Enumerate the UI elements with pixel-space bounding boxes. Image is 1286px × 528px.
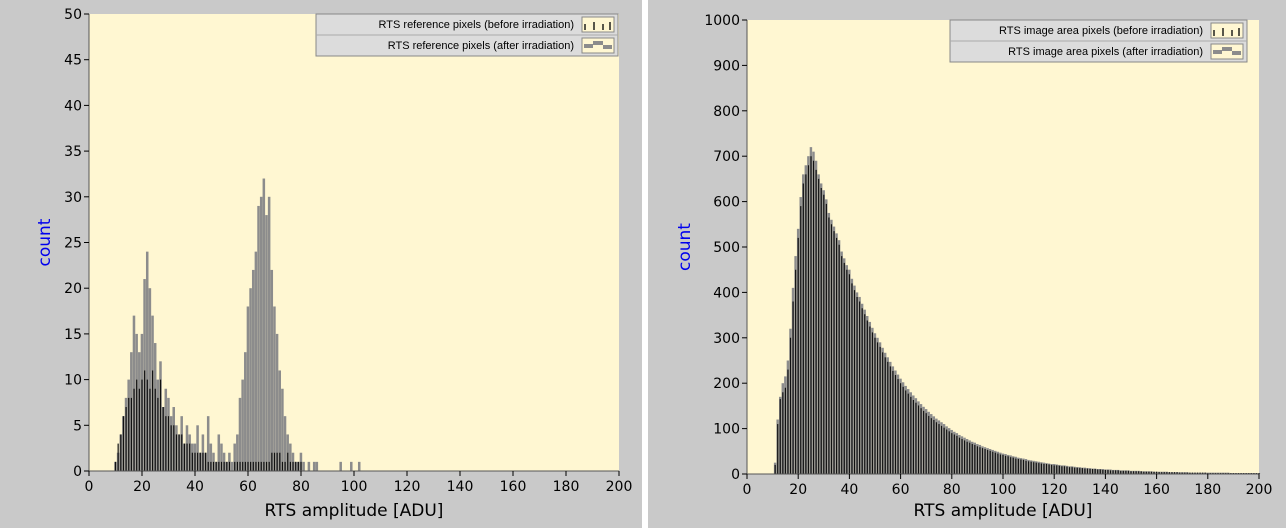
y-tick-label: 300 xyxy=(713,331,740,347)
legend-label-after: RTS image area pixels (after irradiation… xyxy=(1008,46,1203,58)
x-tick-label: 160 xyxy=(1143,482,1170,498)
y-tick-label: 35 xyxy=(64,144,82,160)
left-chart-panel: 0 20 40 60 80 100 120 140 160 180 200 0 5 10 15 20 25 30 3… xyxy=(0,0,642,528)
bar-after-irradiation xyxy=(273,306,276,471)
bar-after-irradiation xyxy=(254,251,258,471)
y-tick-label: 20 xyxy=(64,281,82,297)
y-tick-label: 0 xyxy=(731,467,740,483)
y-tick-label: 0 xyxy=(73,464,82,480)
bar-after-irradiation xyxy=(278,370,281,471)
bar-after-irradiation xyxy=(249,288,252,471)
x-tick-label: 100 xyxy=(341,479,368,495)
x-tick-label: 200 xyxy=(606,479,633,495)
x-tick-label: 100 xyxy=(990,482,1017,498)
x-tick-label: 60 xyxy=(239,479,257,495)
bar-after-irradiation xyxy=(312,461,316,471)
bar-after-irradiation xyxy=(315,461,319,471)
x-axis-title: RTS amplitude [ADU] xyxy=(265,501,444,521)
x-tick-label: 160 xyxy=(500,479,527,495)
bar-after-irradiation xyxy=(196,425,199,471)
bar-after-irradiation xyxy=(220,443,223,471)
legend-swatch-before xyxy=(1210,22,1244,39)
bar-after-irradiation xyxy=(302,461,305,471)
left-histogram-chart: 0 20 40 60 80 100 120 140 160 180 200 0 5 10 15 20 25 30 3… xyxy=(35,7,633,521)
bar-after-irradiation xyxy=(267,196,271,472)
right-histogram-chart: 0 20 40 60 80 100 120 140 160 180 200 0 100 200 300 400… xyxy=(675,13,1273,521)
y-tick-label: 10 xyxy=(64,373,82,389)
x-tick-label: 80 xyxy=(943,482,961,498)
bar-after-irradiation xyxy=(233,443,236,471)
y-tick-label: 40 xyxy=(64,98,82,114)
y-axis-title: count xyxy=(675,223,695,271)
bar-after-irradiation xyxy=(209,443,213,471)
legend-swatch-before xyxy=(581,16,615,33)
bar-after-irradiation xyxy=(148,288,152,471)
bar-after-irradiation xyxy=(350,461,353,471)
y-tick-label: 45 xyxy=(64,53,82,69)
y-tick-label: 900 xyxy=(713,58,740,74)
x-tick-label: 120 xyxy=(394,479,421,495)
y-tick-label: 200 xyxy=(713,376,740,392)
legend-label-before: RTS reference pixels (before irradiation… xyxy=(379,19,574,31)
bar-after-irradiation xyxy=(281,388,284,471)
legend: RTS image area pixels (before irradiatio… xyxy=(949,19,1248,63)
x-tick-label: 140 xyxy=(1092,482,1119,498)
y-tick-label: 25 xyxy=(64,236,82,252)
y-tick-label: 600 xyxy=(713,195,740,211)
bar-after-irradiation xyxy=(275,333,279,471)
y-tick-label: 400 xyxy=(713,285,740,301)
x-axis-title: RTS amplitude [ADU] xyxy=(914,501,1093,521)
x-tick-label: 20 xyxy=(789,482,807,498)
bar-after-irradiation xyxy=(257,205,260,471)
x-tick-label: 20 xyxy=(133,479,151,495)
legend-label-before: RTS image area pixels (before irradiatio… xyxy=(999,25,1203,37)
y-tick-label: 700 xyxy=(713,149,740,165)
x-tick-label: 180 xyxy=(553,479,580,495)
x-tick-label: 200 xyxy=(1246,482,1273,498)
x-tick-label: 60 xyxy=(892,482,910,498)
y-tick-label: 50 xyxy=(64,7,82,23)
x-tick-label: 0 xyxy=(85,479,94,495)
x-tick-label: 180 xyxy=(1194,482,1221,498)
bar-after-irradiation xyxy=(307,461,311,471)
y-tick-label: 5 xyxy=(73,418,82,434)
x-tick-label: 0 xyxy=(743,482,752,498)
x-tick-label: 80 xyxy=(292,479,310,495)
bar-after-irradiation xyxy=(206,416,210,471)
bar-after-irradiation xyxy=(238,397,242,471)
x-tick-label: 120 xyxy=(1041,482,1068,498)
x-tick-label: 140 xyxy=(447,479,474,495)
bar-after-irradiation xyxy=(270,269,274,471)
plot-area xyxy=(89,14,619,471)
legend: RTS reference pixels (before irradiation… xyxy=(315,13,619,57)
y-axis-title: count xyxy=(35,218,55,266)
bar-after-irradiation xyxy=(241,379,244,471)
legend-swatch-after xyxy=(581,37,615,54)
bar-after-irradiation xyxy=(217,434,221,471)
y-tick-label: 800 xyxy=(713,104,740,120)
y-tick-label: 15 xyxy=(64,327,82,343)
bar-after-irradiation xyxy=(289,443,292,471)
bar-after-irradiation xyxy=(244,352,247,471)
y-tick-label: 100 xyxy=(713,422,740,438)
bar-after-irradiation xyxy=(262,178,266,471)
bar-after-irradiation xyxy=(230,461,234,471)
y-tick-label: 30 xyxy=(64,190,82,206)
bar-after-irradiation xyxy=(265,215,268,471)
y-tick-label: 500 xyxy=(713,240,740,256)
legend-label-after: RTS reference pixels (after irradiation) xyxy=(388,40,574,52)
y-tick-label: 1000 xyxy=(704,13,740,29)
bar-after-irradiation xyxy=(246,306,250,471)
bar-after-irradiation xyxy=(251,269,255,471)
bar-after-irradiation xyxy=(339,461,342,471)
bar-after-irradiation xyxy=(236,434,239,471)
bar-after-irradiation xyxy=(357,461,361,471)
bar-after-irradiation xyxy=(145,251,149,471)
legend-swatch-after xyxy=(1210,43,1244,60)
x-tick-label: 40 xyxy=(186,479,204,495)
bar-after-irradiation xyxy=(259,196,263,472)
bar-after-irradiation xyxy=(283,416,287,471)
x-tick-label: 40 xyxy=(840,482,858,498)
right-chart-panel: 0 20 40 60 80 100 120 140 160 180 200 0 100 200 300 400… xyxy=(648,0,1286,528)
